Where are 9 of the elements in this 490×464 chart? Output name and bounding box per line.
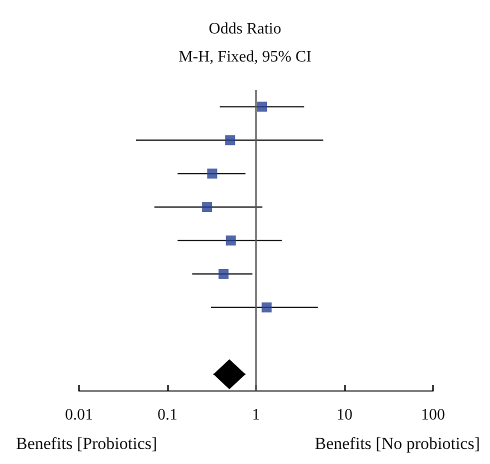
chart-subtitle: M-H, Fixed, 95% CI <box>178 48 312 66</box>
x-tick-label: 10 <box>336 406 352 424</box>
text: Benefits [No probiotics] <box>314 434 480 453</box>
x-tick-label: 0.1 <box>158 406 178 424</box>
x-tick-label: 0.01 <box>65 406 93 424</box>
text: Benefits [Probiotics] <box>16 434 158 453</box>
x-tick-label: 100 <box>421 406 445 424</box>
chart-title: Odds Ratio <box>208 20 282 38</box>
x-tick-label: 1 <box>252 406 260 424</box>
